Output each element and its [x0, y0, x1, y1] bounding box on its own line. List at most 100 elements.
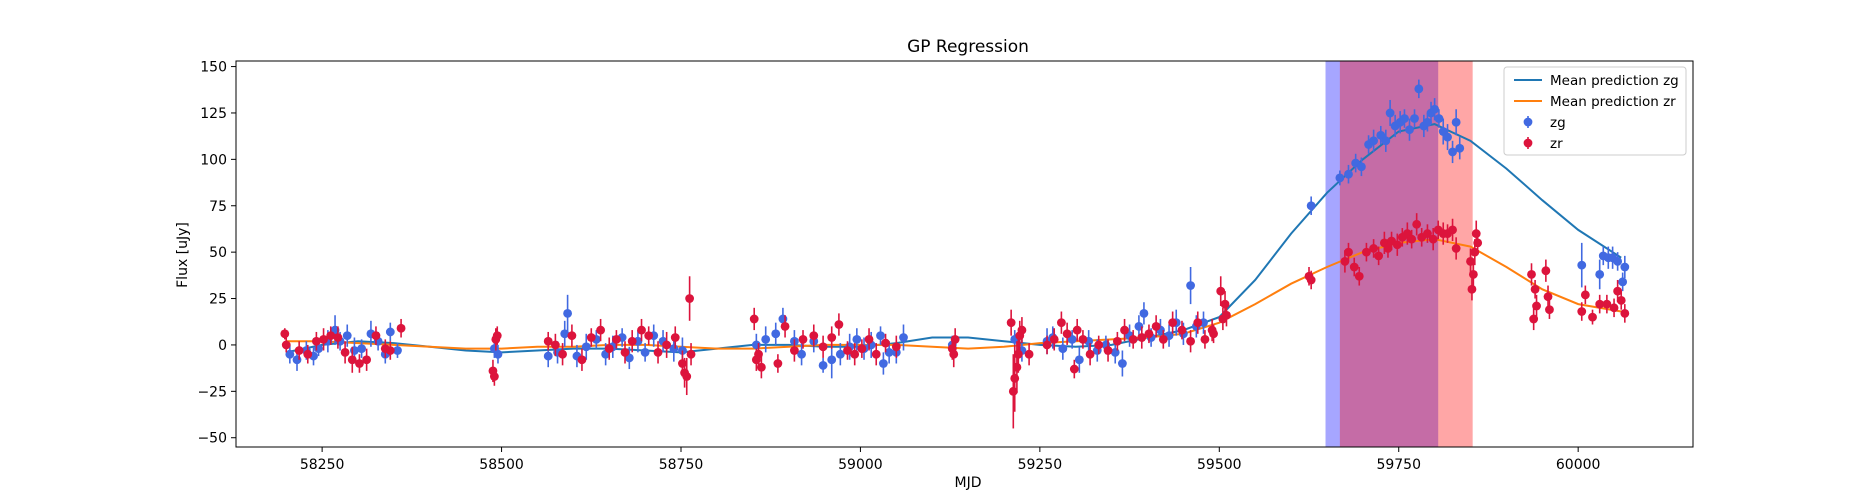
- data-point: [872, 350, 881, 359]
- y-tick-label: −25: [197, 384, 227, 400]
- data-point: [1012, 363, 1021, 372]
- legend-entry-label: Mean prediction zr: [1550, 94, 1676, 110]
- data-point: [1025, 350, 1034, 359]
- data-point: [1595, 270, 1604, 279]
- data-point: [397, 324, 406, 333]
- data-point: [1577, 261, 1586, 270]
- legend-marker-swatch: [1524, 118, 1533, 127]
- data-point: [1468, 285, 1477, 294]
- data-point: [1075, 355, 1084, 364]
- data-point: [341, 348, 350, 357]
- data-point: [819, 361, 828, 370]
- data-point: [1129, 335, 1138, 344]
- data-point: [1429, 235, 1438, 244]
- data-point: [1186, 337, 1195, 346]
- data-point: [1104, 346, 1113, 355]
- data-point: [857, 344, 866, 353]
- y-tick-label: 75: [209, 199, 227, 215]
- data-point: [671, 333, 680, 342]
- data-point: [1186, 281, 1195, 290]
- data-point: [605, 344, 614, 353]
- data-point: [1222, 311, 1231, 320]
- legend-entry-label: Mean prediction zg: [1550, 73, 1679, 89]
- x-tick-label: 60000: [1556, 457, 1601, 473]
- data-point: [1120, 326, 1129, 335]
- x-tick-label: 59500: [1197, 457, 1242, 473]
- data-point: [1159, 335, 1168, 344]
- chart-title: GP Regression: [907, 37, 1029, 57]
- data-point: [582, 342, 591, 351]
- data-point: [628, 337, 637, 346]
- data-point: [790, 346, 799, 355]
- data-point: [293, 355, 302, 364]
- data-point: [1086, 350, 1095, 359]
- data-point: [892, 342, 901, 351]
- data-point: [1452, 244, 1461, 253]
- data-point: [386, 346, 395, 355]
- data-point: [1369, 136, 1378, 145]
- data-point: [850, 350, 859, 359]
- data-point: [1201, 335, 1210, 344]
- data-point: [314, 344, 323, 353]
- data-point: [357, 344, 366, 353]
- data-point: [1393, 240, 1402, 249]
- x-tick-label: 58750: [659, 457, 704, 473]
- data-point: [372, 331, 381, 340]
- data-point: [551, 341, 560, 350]
- data-point: [687, 350, 696, 359]
- data-point: [1412, 220, 1421, 229]
- x-axis-title: MJD: [955, 475, 982, 491]
- data-point: [282, 341, 291, 350]
- data-point: [1152, 322, 1161, 331]
- data-point: [899, 333, 908, 342]
- y-tick-label: 150: [200, 60, 227, 76]
- legend-marker-swatch: [1524, 139, 1533, 148]
- data-point: [1350, 263, 1359, 272]
- data-point: [1410, 114, 1419, 123]
- data-point: [662, 341, 671, 350]
- data-point: [587, 333, 596, 342]
- data-point: [1193, 318, 1202, 327]
- data-point: [612, 335, 621, 344]
- data-point: [1118, 359, 1127, 368]
- data-point: [827, 355, 836, 364]
- data-point: [1178, 326, 1187, 335]
- data-point: [881, 339, 890, 348]
- data-point: [809, 331, 818, 340]
- y-tick-label: 125: [200, 106, 227, 122]
- y-tick-label: 100: [200, 152, 227, 168]
- data-point: [1079, 335, 1088, 344]
- data-point: [1344, 170, 1353, 179]
- data-point: [280, 329, 289, 338]
- data-point: [1455, 144, 1464, 153]
- data-point: [1414, 84, 1423, 93]
- data-point: [1216, 287, 1225, 296]
- data-point: [1618, 277, 1627, 286]
- x-tick-label: 59750: [1376, 457, 1421, 473]
- data-point: [1374, 251, 1383, 260]
- data-point: [1386, 109, 1395, 118]
- data-point: [343, 331, 352, 340]
- data-point: [644, 331, 653, 340]
- data-point: [1443, 133, 1452, 142]
- data-point: [865, 335, 874, 344]
- data-point: [678, 359, 687, 368]
- y-axis-ticks: −50−250255075100125150: [197, 60, 236, 447]
- data-point: [1058, 344, 1067, 353]
- data-point: [1307, 201, 1316, 210]
- data-point: [563, 309, 572, 318]
- data-point: [1140, 309, 1149, 318]
- data-point: [750, 315, 759, 324]
- data-point: [567, 331, 576, 340]
- data-point: [1473, 238, 1482, 247]
- data-point: [1430, 105, 1439, 114]
- data-point: [1544, 292, 1553, 301]
- data-point: [1355, 272, 1364, 281]
- y-tick-label: −50: [197, 431, 227, 447]
- data-point: [1369, 244, 1378, 253]
- data-point: [876, 331, 885, 340]
- data-point: [757, 363, 766, 372]
- data-point: [1043, 341, 1052, 350]
- data-point: [1070, 365, 1079, 374]
- data-point: [1407, 235, 1416, 244]
